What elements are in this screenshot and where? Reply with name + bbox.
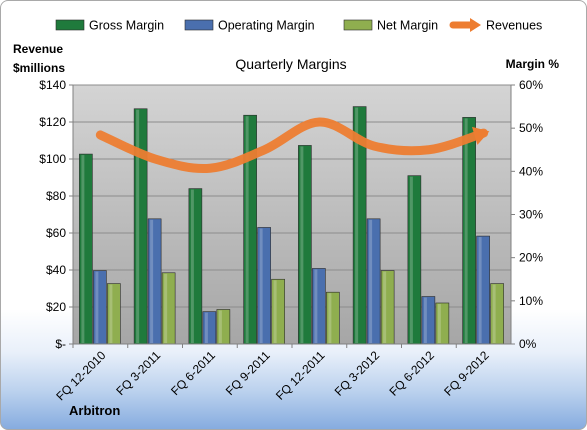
legend-swatch-gross-margin xyxy=(55,19,85,31)
bar-gross-margin xyxy=(79,153,93,345)
bar-highlight xyxy=(423,297,427,343)
bar-highlight xyxy=(95,271,99,343)
bar-highlight xyxy=(81,155,85,343)
revenue-line xyxy=(95,117,489,174)
y-left-tick-label: $60 xyxy=(46,226,66,240)
bar-highlight xyxy=(478,237,482,343)
bar-highlight xyxy=(109,284,113,343)
y-right-tick-label: 10% xyxy=(519,294,543,308)
y-right-tick-label: 30% xyxy=(519,208,543,222)
y-left-axis-title: Revenue xyxy=(13,42,63,56)
bar-operating-margin xyxy=(202,311,217,345)
x-tick-label: FQ 12-2010 xyxy=(53,348,108,403)
y-right-tick-label: 40% xyxy=(519,164,543,178)
legend-swatch-net-margin xyxy=(343,19,373,31)
legend-label-operating-margin: Operating Margin xyxy=(218,19,315,33)
legend-label-gross-margin: Gross Margin xyxy=(89,19,164,33)
bar-net-margin xyxy=(435,302,450,345)
y-right-tick-label: 50% xyxy=(519,121,543,135)
bar-highlight xyxy=(136,109,140,343)
bar-gross-margin xyxy=(298,145,312,345)
chart-title: Quarterly Margins xyxy=(235,56,346,72)
bar-net-margin xyxy=(216,309,231,345)
x-tick-label: FQ 6-2011 xyxy=(168,348,218,398)
x-tick-label: FQ 9-2012 xyxy=(441,348,492,399)
bar-operating-margin xyxy=(421,296,436,345)
bar-highlight xyxy=(190,189,194,343)
y-left-tick-label: $120 xyxy=(39,115,66,129)
bar-highlight xyxy=(328,293,332,343)
legend-label-revenues: Revenues xyxy=(486,19,542,33)
y-left-tick-label: $140 xyxy=(39,78,66,92)
bar-highlight xyxy=(259,228,263,343)
bar-highlight xyxy=(300,146,304,343)
bar-net-margin xyxy=(380,270,395,345)
y-left-tick-label: $40 xyxy=(46,263,66,277)
bar-net-margin xyxy=(326,291,340,345)
bar-highlight xyxy=(245,116,249,343)
bar-highlight xyxy=(314,269,318,343)
y-left-tick-label: $80 xyxy=(46,189,66,203)
bar-net-margin xyxy=(107,283,121,345)
bar-highlight xyxy=(150,219,154,343)
y-left-tick-label: $100 xyxy=(39,152,66,166)
bar-highlight xyxy=(492,284,496,343)
y-right-tick-label: 20% xyxy=(519,251,543,265)
bar-operating-margin xyxy=(147,218,162,345)
y-right-tick-label: 60% xyxy=(519,78,543,92)
company-label: Arbitron xyxy=(69,403,120,418)
bar-net-margin xyxy=(490,283,504,345)
bar-net-margin xyxy=(161,272,176,345)
x-tick-label: FQ 3-2012 xyxy=(332,348,383,399)
bar-highlight xyxy=(437,303,441,343)
bar-operating-margin xyxy=(476,235,490,345)
revenue-line-arrowhead xyxy=(471,126,490,145)
bar-highlight xyxy=(273,280,277,343)
bar-gross-margin xyxy=(462,117,476,345)
bar-highlight xyxy=(355,107,359,343)
x-tick-label: FQ 12-2011 xyxy=(273,348,328,403)
bar-highlight xyxy=(204,312,208,343)
bar-net-margin xyxy=(271,278,285,345)
x-tick-label: FQ 3-2011 xyxy=(113,348,163,398)
bar-highlight xyxy=(164,273,168,343)
x-tick-label: FQ 9-2011 xyxy=(223,348,273,398)
legend-label-net-margin: Net Margin xyxy=(377,19,438,33)
y-left-tick-label: $- xyxy=(55,337,66,351)
bar-operating-margin xyxy=(366,218,381,345)
bar-highlight xyxy=(409,176,413,343)
bar-highlight xyxy=(464,118,468,343)
bar-highlight xyxy=(218,310,222,343)
legend-swatch-revenues-arrow xyxy=(470,18,481,32)
bar-gross-margin xyxy=(133,108,148,345)
bar-operating-margin xyxy=(312,268,326,345)
bar-gross-margin xyxy=(188,188,203,345)
y-left-tick-label: $20 xyxy=(46,300,66,314)
y-left-axis-title-units: $millions xyxy=(13,61,65,75)
bar-highlight xyxy=(369,219,373,343)
bar-operating-margin xyxy=(257,227,271,345)
bar-highlight xyxy=(383,271,387,343)
x-tick-label: FQ 6-2012 xyxy=(387,348,438,399)
y-right-axis-title: Margin % xyxy=(506,57,560,71)
legend-swatch-operating-margin xyxy=(184,19,214,31)
bar-operating-margin xyxy=(93,270,107,345)
bar-gross-margin xyxy=(407,175,422,345)
y-right-tick-label: 0% xyxy=(519,337,537,351)
